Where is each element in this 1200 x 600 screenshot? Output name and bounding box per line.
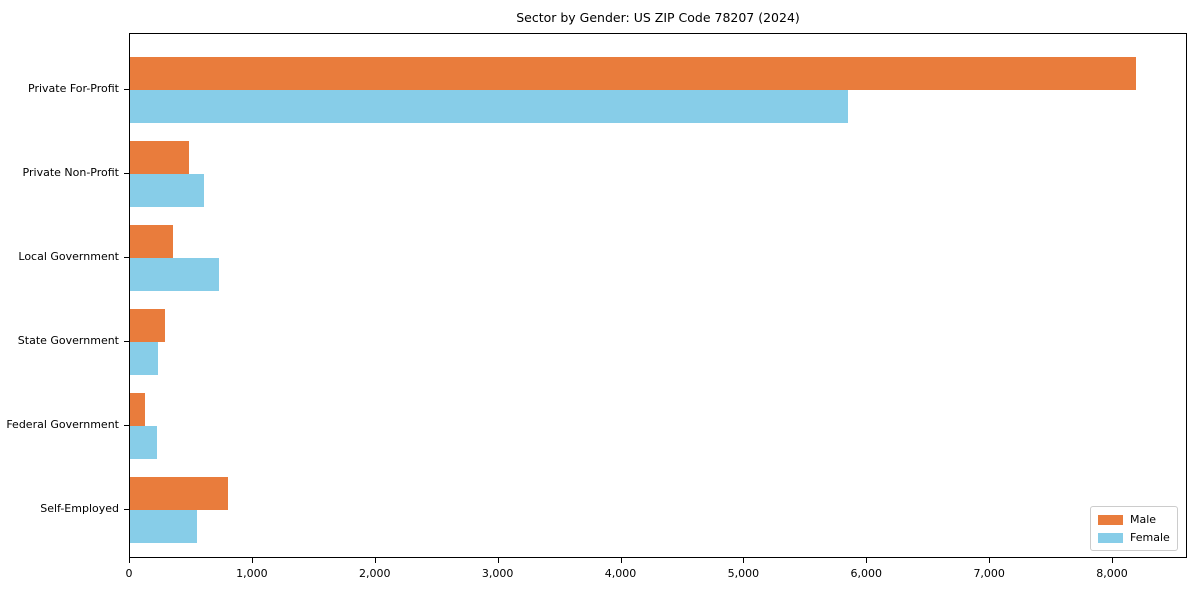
bar-male-1 <box>130 56 1137 90</box>
x-tick-mark <box>743 558 745 563</box>
legend-swatch-female <box>1098 532 1123 543</box>
bar-female-2 <box>130 173 204 207</box>
x-tick-mark <box>989 558 991 563</box>
y-tick-label: Private Non-Profit <box>22 165 119 179</box>
x-tick-mark <box>620 558 622 563</box>
x-tick-label: 5,000 <box>727 567 760 580</box>
y-tick-mark <box>124 424 129 426</box>
bar-male-2 <box>130 140 189 174</box>
legend-label: Male <box>1130 513 1157 526</box>
legend-item-female: Female <box>1098 531 1170 544</box>
y-tick-mark <box>124 340 129 342</box>
bar-female-6 <box>130 510 197 543</box>
bar-female-5 <box>130 425 157 459</box>
plot-area <box>129 33 1187 558</box>
bar-female-4 <box>130 341 159 375</box>
legend-label: Female <box>1130 531 1170 544</box>
x-tick-mark <box>866 558 868 563</box>
bar-male-3 <box>130 224 173 258</box>
y-tick-label: Private For-Profit <box>28 81 119 95</box>
bar-female-3 <box>130 257 219 291</box>
y-tick-mark <box>124 509 129 510</box>
chart-title: Sector by Gender: US ZIP Code 78207 (202… <box>516 10 800 25</box>
x-tick-label: 1,000 <box>236 567 268 580</box>
x-tick-mark <box>374 558 376 563</box>
x-tick-mark <box>251 558 253 563</box>
x-tick-mark <box>1112 558 1113 563</box>
x-tick-label: 2,000 <box>359 567 391 580</box>
bar-male-6 <box>130 477 228 510</box>
y-tick-mark <box>124 256 129 258</box>
y-tick-label: Local Government <box>18 249 119 263</box>
legend-swatch-male <box>1098 514 1123 525</box>
x-tick-label: 8,000 <box>1096 567 1128 580</box>
y-tick-mark <box>124 88 129 90</box>
y-tick-mark <box>124 172 129 174</box>
legend-item-male: Male <box>1098 513 1170 526</box>
x-tick-label: 0 <box>125 567 133 580</box>
x-tick-mark <box>129 558 130 563</box>
bar-female-1 <box>130 89 848 123</box>
x-tick-mark <box>497 558 499 563</box>
x-tick-label: 4,000 <box>604 567 637 580</box>
x-tick-label: 7,000 <box>973 567 1005 580</box>
y-tick-label: State Government <box>17 333 119 347</box>
x-tick-label: 6,000 <box>850 567 883 580</box>
bar-male-4 <box>130 308 165 342</box>
legend: Male Female <box>1090 506 1178 551</box>
y-tick-label: Federal Government <box>6 417 119 431</box>
bar-male-5 <box>130 392 145 426</box>
x-tick-label: 3,000 <box>481 567 514 580</box>
y-tick-label: Self-Employed <box>40 502 119 515</box>
